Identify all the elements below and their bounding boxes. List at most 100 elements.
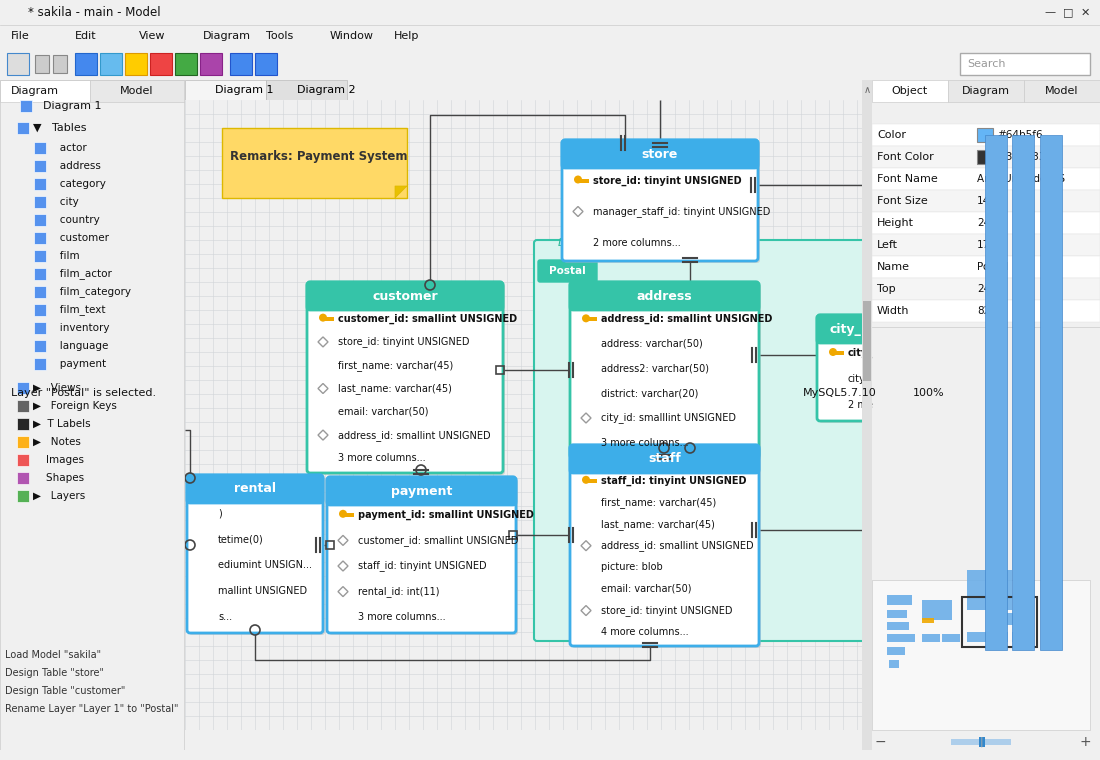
FancyBboxPatch shape bbox=[307, 282, 503, 310]
Text: address: address bbox=[50, 161, 101, 171]
FancyBboxPatch shape bbox=[327, 477, 516, 505]
Text: ▶   Views: ▶ Views bbox=[33, 383, 81, 393]
Bar bbox=[16, 382, 29, 394]
Bar bbox=[34, 250, 46, 262]
Text: 4 more columns...: 4 more columns... bbox=[601, 627, 689, 637]
Text: last_name: varchar(45): last_name: varchar(45) bbox=[601, 518, 715, 530]
Bar bbox=[922, 618, 934, 623]
Text: ediumint UNSIGN...: ediumint UNSIGN... bbox=[218, 560, 312, 570]
Text: MySQL5.7.10: MySQL5.7.10 bbox=[803, 388, 877, 397]
Text: Diagram: Diagram bbox=[11, 86, 59, 96]
Bar bbox=[35, 55, 50, 73]
Text: last_name: varchar(45): last_name: varchar(45) bbox=[338, 383, 452, 394]
Bar bbox=[872, 212, 1100, 234]
Text: city_: city_ bbox=[829, 322, 861, 335]
Text: Top: Top bbox=[877, 284, 895, 294]
Text: Postal: Postal bbox=[977, 262, 1009, 272]
Ellipse shape bbox=[574, 176, 582, 183]
Text: store: store bbox=[641, 147, 679, 160]
Text: city_id: smaIllint UNSIGNED: city_id: smaIllint UNSIGNED bbox=[601, 413, 736, 423]
Text: Height: Height bbox=[877, 218, 914, 228]
Bar bbox=[255, 53, 277, 75]
Text: customer: customer bbox=[372, 290, 438, 302]
Bar bbox=[34, 160, 46, 172]
Text: store_id: tinyint UNSIGNED: store_id: tinyint UNSIGNED bbox=[593, 176, 741, 185]
Text: |: | bbox=[979, 736, 982, 747]
Text: ▶  T Labels: ▶ T Labels bbox=[33, 419, 90, 429]
Text: —: — bbox=[1045, 8, 1056, 17]
Polygon shape bbox=[395, 186, 407, 198]
Text: Design Table "customer": Design Table "customer" bbox=[6, 686, 125, 696]
Bar bbox=[34, 358, 46, 370]
Text: ✕: ✕ bbox=[1081, 8, 1090, 17]
Bar bbox=[948, 80, 1024, 102]
Bar bbox=[887, 595, 912, 605]
FancyBboxPatch shape bbox=[570, 445, 759, 473]
Bar bbox=[864, 301, 871, 382]
Ellipse shape bbox=[582, 476, 590, 484]
Text: * sakila - main - Model: * sakila - main - Model bbox=[28, 6, 161, 19]
Text: ∧: ∧ bbox=[864, 85, 870, 95]
Bar bbox=[990, 632, 1008, 642]
Text: mallint UNSIGNED: mallint UNSIGNED bbox=[218, 586, 307, 596]
Bar bbox=[222, 128, 407, 198]
Text: Color: Color bbox=[877, 130, 906, 140]
Bar bbox=[20, 100, 32, 112]
Bar bbox=[872, 124, 1100, 146]
Bar bbox=[324, 317, 334, 321]
Text: address_id: smallint UNSIGNED: address_id: smallint UNSIGNED bbox=[338, 429, 491, 441]
Bar bbox=[175, 53, 197, 75]
Text: store_id: tinyint UNSIGNED: store_id: tinyint UNSIGNED bbox=[601, 605, 733, 616]
Bar bbox=[90, 80, 185, 102]
Bar bbox=[0, 80, 90, 102]
Bar bbox=[509, 531, 517, 539]
Bar bbox=[185, 80, 266, 100]
Text: Name: Name bbox=[877, 262, 910, 272]
Bar bbox=[1040, 135, 1062, 650]
Ellipse shape bbox=[829, 348, 837, 356]
Bar bbox=[34, 214, 46, 226]
FancyBboxPatch shape bbox=[309, 284, 505, 475]
FancyBboxPatch shape bbox=[572, 447, 761, 648]
Text: Diagram: Diagram bbox=[202, 31, 251, 41]
Bar bbox=[834, 351, 844, 355]
FancyBboxPatch shape bbox=[534, 240, 873, 641]
Text: □: □ bbox=[1063, 8, 1074, 17]
Bar bbox=[987, 613, 1018, 625]
Bar bbox=[872, 278, 1100, 300]
Text: ): ) bbox=[218, 508, 222, 518]
Text: Images: Images bbox=[33, 455, 84, 465]
Bar bbox=[872, 580, 1090, 730]
FancyBboxPatch shape bbox=[562, 140, 758, 168]
FancyBboxPatch shape bbox=[187, 475, 323, 503]
Text: #64b5f6: #64b5f6 bbox=[997, 130, 1043, 140]
Bar bbox=[34, 304, 46, 316]
Bar bbox=[75, 53, 97, 75]
FancyBboxPatch shape bbox=[570, 445, 759, 646]
Text: Width: Width bbox=[877, 306, 910, 316]
Bar bbox=[16, 122, 29, 134]
Text: View: View bbox=[139, 31, 165, 41]
Text: File: File bbox=[11, 31, 30, 41]
Text: Shapes: Shapes bbox=[33, 473, 84, 483]
Text: Diagram 1: Diagram 1 bbox=[36, 101, 101, 111]
Text: staff_id: tinyint UNSIGNED: staff_id: tinyint UNSIGNED bbox=[601, 476, 747, 486]
Text: Design Table "store": Design Table "store" bbox=[6, 668, 104, 678]
Text: Model: Model bbox=[120, 86, 154, 96]
Text: Edit: Edit bbox=[75, 31, 97, 41]
Text: city: city bbox=[50, 197, 79, 207]
Bar bbox=[579, 179, 588, 182]
Text: 3 more columns...: 3 more columns... bbox=[601, 438, 689, 448]
Bar bbox=[922, 634, 940, 642]
Text: manager_staff_id: tinyint UNSIGNED: manager_staff_id: tinyint UNSIGNED bbox=[593, 206, 770, 217]
Bar bbox=[887, 634, 915, 642]
Text: payment: payment bbox=[50, 359, 106, 369]
Bar bbox=[34, 286, 46, 298]
Text: district: varchar(20): district: varchar(20) bbox=[601, 388, 698, 398]
Text: 3 more columns...: 3 more columns... bbox=[358, 613, 446, 622]
Text: Remarks: Payment System: Remarks: Payment System bbox=[230, 150, 407, 163]
FancyBboxPatch shape bbox=[564, 142, 760, 263]
Text: inventory: inventory bbox=[50, 323, 110, 333]
Text: Help: Help bbox=[394, 31, 419, 41]
Bar bbox=[53, 55, 67, 73]
